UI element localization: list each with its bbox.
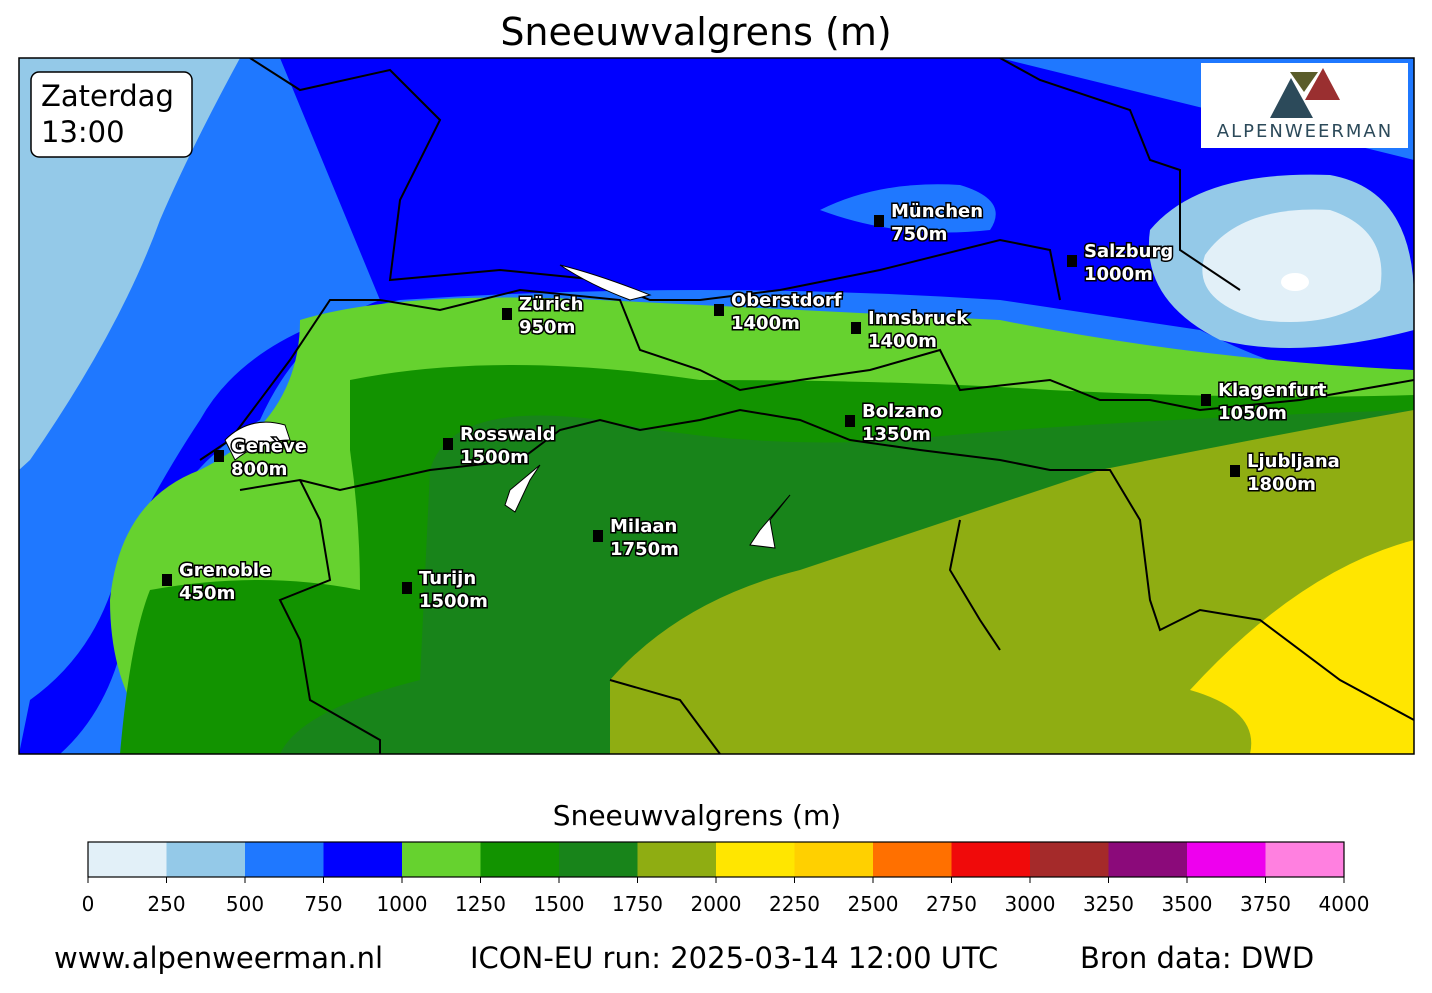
city-name: Oberstdorf bbox=[731, 290, 842, 311]
colorbar-tick-label: 1250 bbox=[455, 892, 506, 916]
city-value: 1050m bbox=[1218, 403, 1287, 424]
city-value: 800m bbox=[231, 459, 287, 480]
city-value: 1400m bbox=[731, 313, 800, 334]
city-value: 1350m bbox=[862, 424, 931, 445]
colorbar-tick-label: 0 bbox=[82, 892, 95, 916]
city-value: 1500m bbox=[460, 447, 529, 468]
colorbar-segment bbox=[402, 842, 481, 877]
map-frame bbox=[18, 57, 1415, 755]
city-name: Bolzano bbox=[862, 401, 942, 422]
map-title: Sneeuwvalgrens (m) bbox=[500, 10, 891, 54]
colorbar-tick-label: 500 bbox=[226, 892, 264, 916]
colorbar-label: Sneeuwvalgrens (m) bbox=[553, 799, 841, 832]
colorbar-tick-label: 2750 bbox=[926, 892, 977, 916]
logo-text: ALPENWEERMAN bbox=[1217, 121, 1393, 142]
city-marker bbox=[874, 215, 884, 227]
time-box bbox=[30, 71, 193, 158]
colorbar-tick-label: 3000 bbox=[1005, 892, 1056, 916]
footer-run: ICON-EU run: 2025-03-14 12:00 UTC bbox=[470, 941, 998, 975]
colorbar-segment bbox=[559, 842, 638, 877]
city-marker bbox=[845, 415, 855, 427]
colorbar-segment bbox=[245, 842, 324, 877]
colorbar-tick-label: 2500 bbox=[848, 892, 899, 916]
city-name: Innsbruck bbox=[868, 308, 969, 329]
logo-shape bbox=[1270, 78, 1313, 118]
city-marker bbox=[402, 582, 412, 594]
city-marker bbox=[593, 530, 603, 542]
time-hour: 13:00 bbox=[41, 115, 125, 149]
city-marker bbox=[1201, 394, 1211, 406]
colorbar-segment bbox=[637, 842, 716, 877]
colorbar-tick-label: 2250 bbox=[769, 892, 820, 916]
colorbar-segment bbox=[323, 842, 402, 877]
city-value: 750m bbox=[891, 224, 947, 245]
colorbar-tick-label: 4000 bbox=[1319, 892, 1370, 916]
city-marker bbox=[162, 574, 172, 586]
city-marker bbox=[214, 450, 224, 462]
time-day: Zaterdag bbox=[41, 79, 174, 113]
colorbar-tick-label: 3750 bbox=[1240, 892, 1291, 916]
city-name: Milaan bbox=[610, 516, 677, 537]
city-value: 1750m bbox=[610, 539, 679, 560]
city-name: Rosswald bbox=[460, 424, 555, 445]
city-name: München bbox=[891, 201, 983, 222]
colorbar-segment bbox=[794, 842, 873, 877]
colorbar: 0 250 500 750 1000 1250 1500 1750 2000 2250 2500 27… bbox=[82, 841, 1370, 916]
colorbar-segment bbox=[1265, 842, 1344, 877]
colorbar-tick-label: 2000 bbox=[691, 892, 742, 916]
city-value: 950m bbox=[519, 317, 575, 338]
city-value: 450m bbox=[179, 583, 235, 604]
colorbar-segment bbox=[1030, 842, 1109, 877]
city-value: 1500m bbox=[419, 591, 488, 612]
logo-shape bbox=[1290, 72, 1318, 92]
colorbar-segment bbox=[1187, 842, 1266, 877]
colorbar-segment bbox=[873, 842, 952, 877]
colorbar-tick-label: 1000 bbox=[377, 892, 428, 916]
city-name: Zürich bbox=[519, 294, 583, 315]
city-marker bbox=[443, 438, 453, 450]
city-name: Klagenfurt bbox=[1218, 380, 1327, 401]
colorbar-segment bbox=[88, 842, 167, 877]
city-value: 1800m bbox=[1247, 474, 1316, 495]
city-value: 1400m bbox=[868, 331, 937, 352]
colorbar-tick-label: 750 bbox=[304, 892, 342, 916]
colorbar-segment bbox=[1108, 842, 1187, 877]
colorbar-segment bbox=[480, 842, 559, 877]
city-name: Salzburg bbox=[1084, 241, 1173, 262]
city-marker bbox=[851, 322, 861, 334]
city-name: Turijn bbox=[419, 568, 476, 589]
footer-source: Bron data: DWD bbox=[1080, 941, 1314, 975]
footer-site: www.alpenweerman.nl bbox=[54, 941, 383, 975]
colorbar-segment bbox=[716, 842, 795, 877]
city-marker bbox=[1230, 465, 1240, 477]
city-name: Genève bbox=[231, 436, 307, 457]
city-name: Grenoble bbox=[179, 560, 271, 581]
colorbar-segment bbox=[166, 842, 245, 877]
city-marker bbox=[1067, 255, 1077, 267]
colorbar-tick-label: 1500 bbox=[534, 892, 585, 916]
colorbar-tick-label: 1750 bbox=[612, 892, 663, 916]
city-marker bbox=[714, 304, 724, 316]
colorbar-tick-label: 3250 bbox=[1083, 892, 1134, 916]
city-value: 1000m bbox=[1084, 264, 1153, 285]
colorbar-tick-label: 3500 bbox=[1162, 892, 1213, 916]
logo-shape bbox=[1305, 68, 1340, 100]
city-marker bbox=[502, 308, 512, 320]
city-name: Ljubljana bbox=[1247, 451, 1340, 472]
colorbar-segment bbox=[951, 842, 1030, 877]
colorbar-tick-label: 250 bbox=[147, 892, 185, 916]
